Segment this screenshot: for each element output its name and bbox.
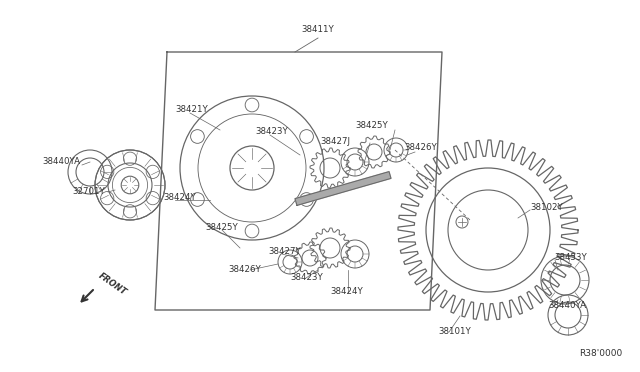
Text: 38427Y: 38427Y: [268, 247, 301, 257]
Text: 32701Y: 32701Y: [72, 187, 105, 196]
Text: 38423Y: 38423Y: [290, 273, 323, 282]
Text: 38425Y: 38425Y: [205, 224, 237, 232]
Text: 38453Y: 38453Y: [554, 253, 587, 263]
Text: 38421Y: 38421Y: [175, 106, 208, 115]
Text: 38440YA: 38440YA: [42, 157, 80, 167]
Text: 38423Y: 38423Y: [255, 128, 288, 137]
Text: 38424Y: 38424Y: [163, 193, 196, 202]
Text: 38426Y: 38426Y: [228, 266, 260, 275]
Text: 38427J: 38427J: [320, 138, 350, 147]
Text: 38425Y: 38425Y: [355, 121, 388, 129]
Polygon shape: [295, 171, 391, 205]
Text: FRONT: FRONT: [97, 271, 129, 297]
Text: 38101Y: 38101Y: [438, 327, 471, 337]
Text: 38440YA: 38440YA: [548, 301, 586, 310]
Text: R38'0000: R38'0000: [579, 349, 622, 358]
Text: 38426Y: 38426Y: [404, 144, 436, 153]
Text: 38411Y: 38411Y: [301, 26, 334, 35]
Text: 38424Y: 38424Y: [330, 288, 363, 296]
Text: 38102Y: 38102Y: [530, 203, 563, 212]
